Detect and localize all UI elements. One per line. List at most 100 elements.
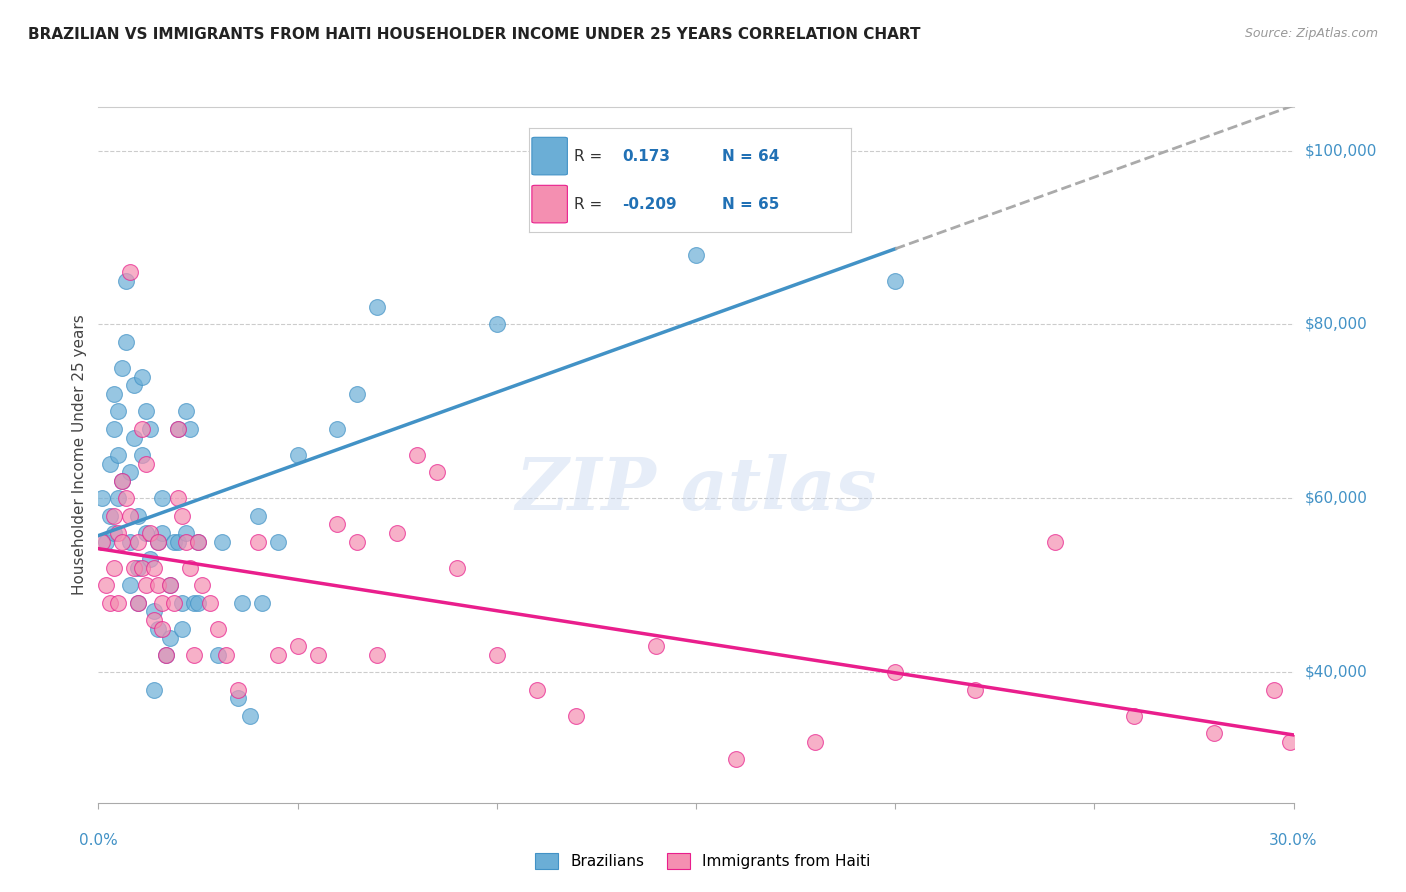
Point [96, 535, 118, 549]
Point [884, 274, 907, 288]
Point [111, 535, 134, 549]
Point [127, 561, 149, 575]
Point [148, 535, 170, 549]
Text: Source: ZipAtlas.com: Source: ZipAtlas.com [1244, 27, 1378, 40]
Point [131, 369, 153, 384]
Point [326, 517, 349, 532]
Text: ZIP atlas: ZIP atlas [516, 454, 876, 525]
Point [526, 682, 548, 697]
Point [139, 526, 162, 541]
Text: 0.0%: 0.0% [79, 833, 118, 848]
Point [159, 578, 181, 592]
Point [120, 265, 142, 279]
Legend: Brazilians, Immigrants from Haiti: Brazilians, Immigrants from Haiti [529, 847, 877, 875]
Point [107, 404, 129, 418]
Point [426, 466, 449, 480]
Point [135, 526, 157, 541]
Point [127, 508, 149, 523]
Point [163, 535, 186, 549]
Point [111, 474, 134, 488]
Point [346, 535, 368, 549]
Point [1202, 726, 1225, 740]
Point [135, 457, 157, 471]
Point [115, 491, 138, 506]
Point [685, 248, 707, 262]
Point [174, 526, 197, 541]
Point [215, 648, 238, 662]
Point [150, 526, 173, 541]
Point [150, 622, 173, 636]
Point [107, 596, 129, 610]
Point [167, 422, 190, 436]
Point [127, 596, 149, 610]
Point [231, 596, 253, 610]
Point [150, 491, 173, 506]
Point [804, 735, 827, 749]
Point [91, 491, 114, 506]
Point [172, 596, 194, 610]
Point [1263, 682, 1285, 697]
Text: $60,000: $60,000 [1305, 491, 1368, 506]
Point [267, 648, 290, 662]
Point [98, 508, 122, 523]
Point [107, 526, 129, 541]
Point [124, 431, 146, 445]
Point [211, 535, 233, 549]
Point [124, 561, 146, 575]
Point [174, 404, 197, 418]
Point [307, 648, 329, 662]
Point [107, 491, 129, 506]
Point [183, 648, 205, 662]
Point [135, 404, 157, 418]
Point [124, 378, 146, 392]
Point [115, 334, 138, 349]
Point [150, 596, 173, 610]
Point [884, 665, 907, 680]
Point [174, 535, 197, 549]
Point [167, 535, 190, 549]
Point [366, 648, 388, 662]
Point [326, 422, 349, 436]
Text: $40,000: $40,000 [1305, 665, 1368, 680]
Point [135, 578, 157, 592]
Point [155, 648, 177, 662]
Point [120, 508, 142, 523]
Point [645, 639, 668, 653]
Point [120, 578, 142, 592]
Point [167, 422, 190, 436]
Point [120, 535, 142, 549]
Point [148, 578, 170, 592]
Point [198, 596, 221, 610]
Point [103, 387, 125, 401]
Point [187, 596, 209, 610]
Point [179, 561, 201, 575]
Point [485, 318, 508, 332]
Point [226, 691, 249, 706]
Point [366, 300, 388, 314]
Y-axis label: Householder Income Under 25 years: Householder Income Under 25 years [72, 315, 87, 595]
Point [485, 648, 508, 662]
Text: $80,000: $80,000 [1305, 317, 1368, 332]
Point [267, 535, 290, 549]
Point [155, 648, 177, 662]
Point [103, 561, 125, 575]
Point [287, 448, 309, 462]
Point [143, 613, 166, 627]
Point [167, 491, 190, 506]
Point [98, 457, 122, 471]
Point [724, 752, 747, 766]
Point [565, 178, 588, 193]
Point [1278, 735, 1301, 749]
Point [127, 596, 149, 610]
Point [91, 535, 114, 549]
Point [159, 631, 181, 645]
Point [346, 387, 368, 401]
Point [385, 526, 409, 541]
Point [226, 682, 249, 697]
Point [107, 448, 129, 462]
Point [131, 448, 153, 462]
Point [143, 682, 166, 697]
Point [111, 474, 134, 488]
Point [179, 422, 201, 436]
Point [446, 561, 468, 575]
